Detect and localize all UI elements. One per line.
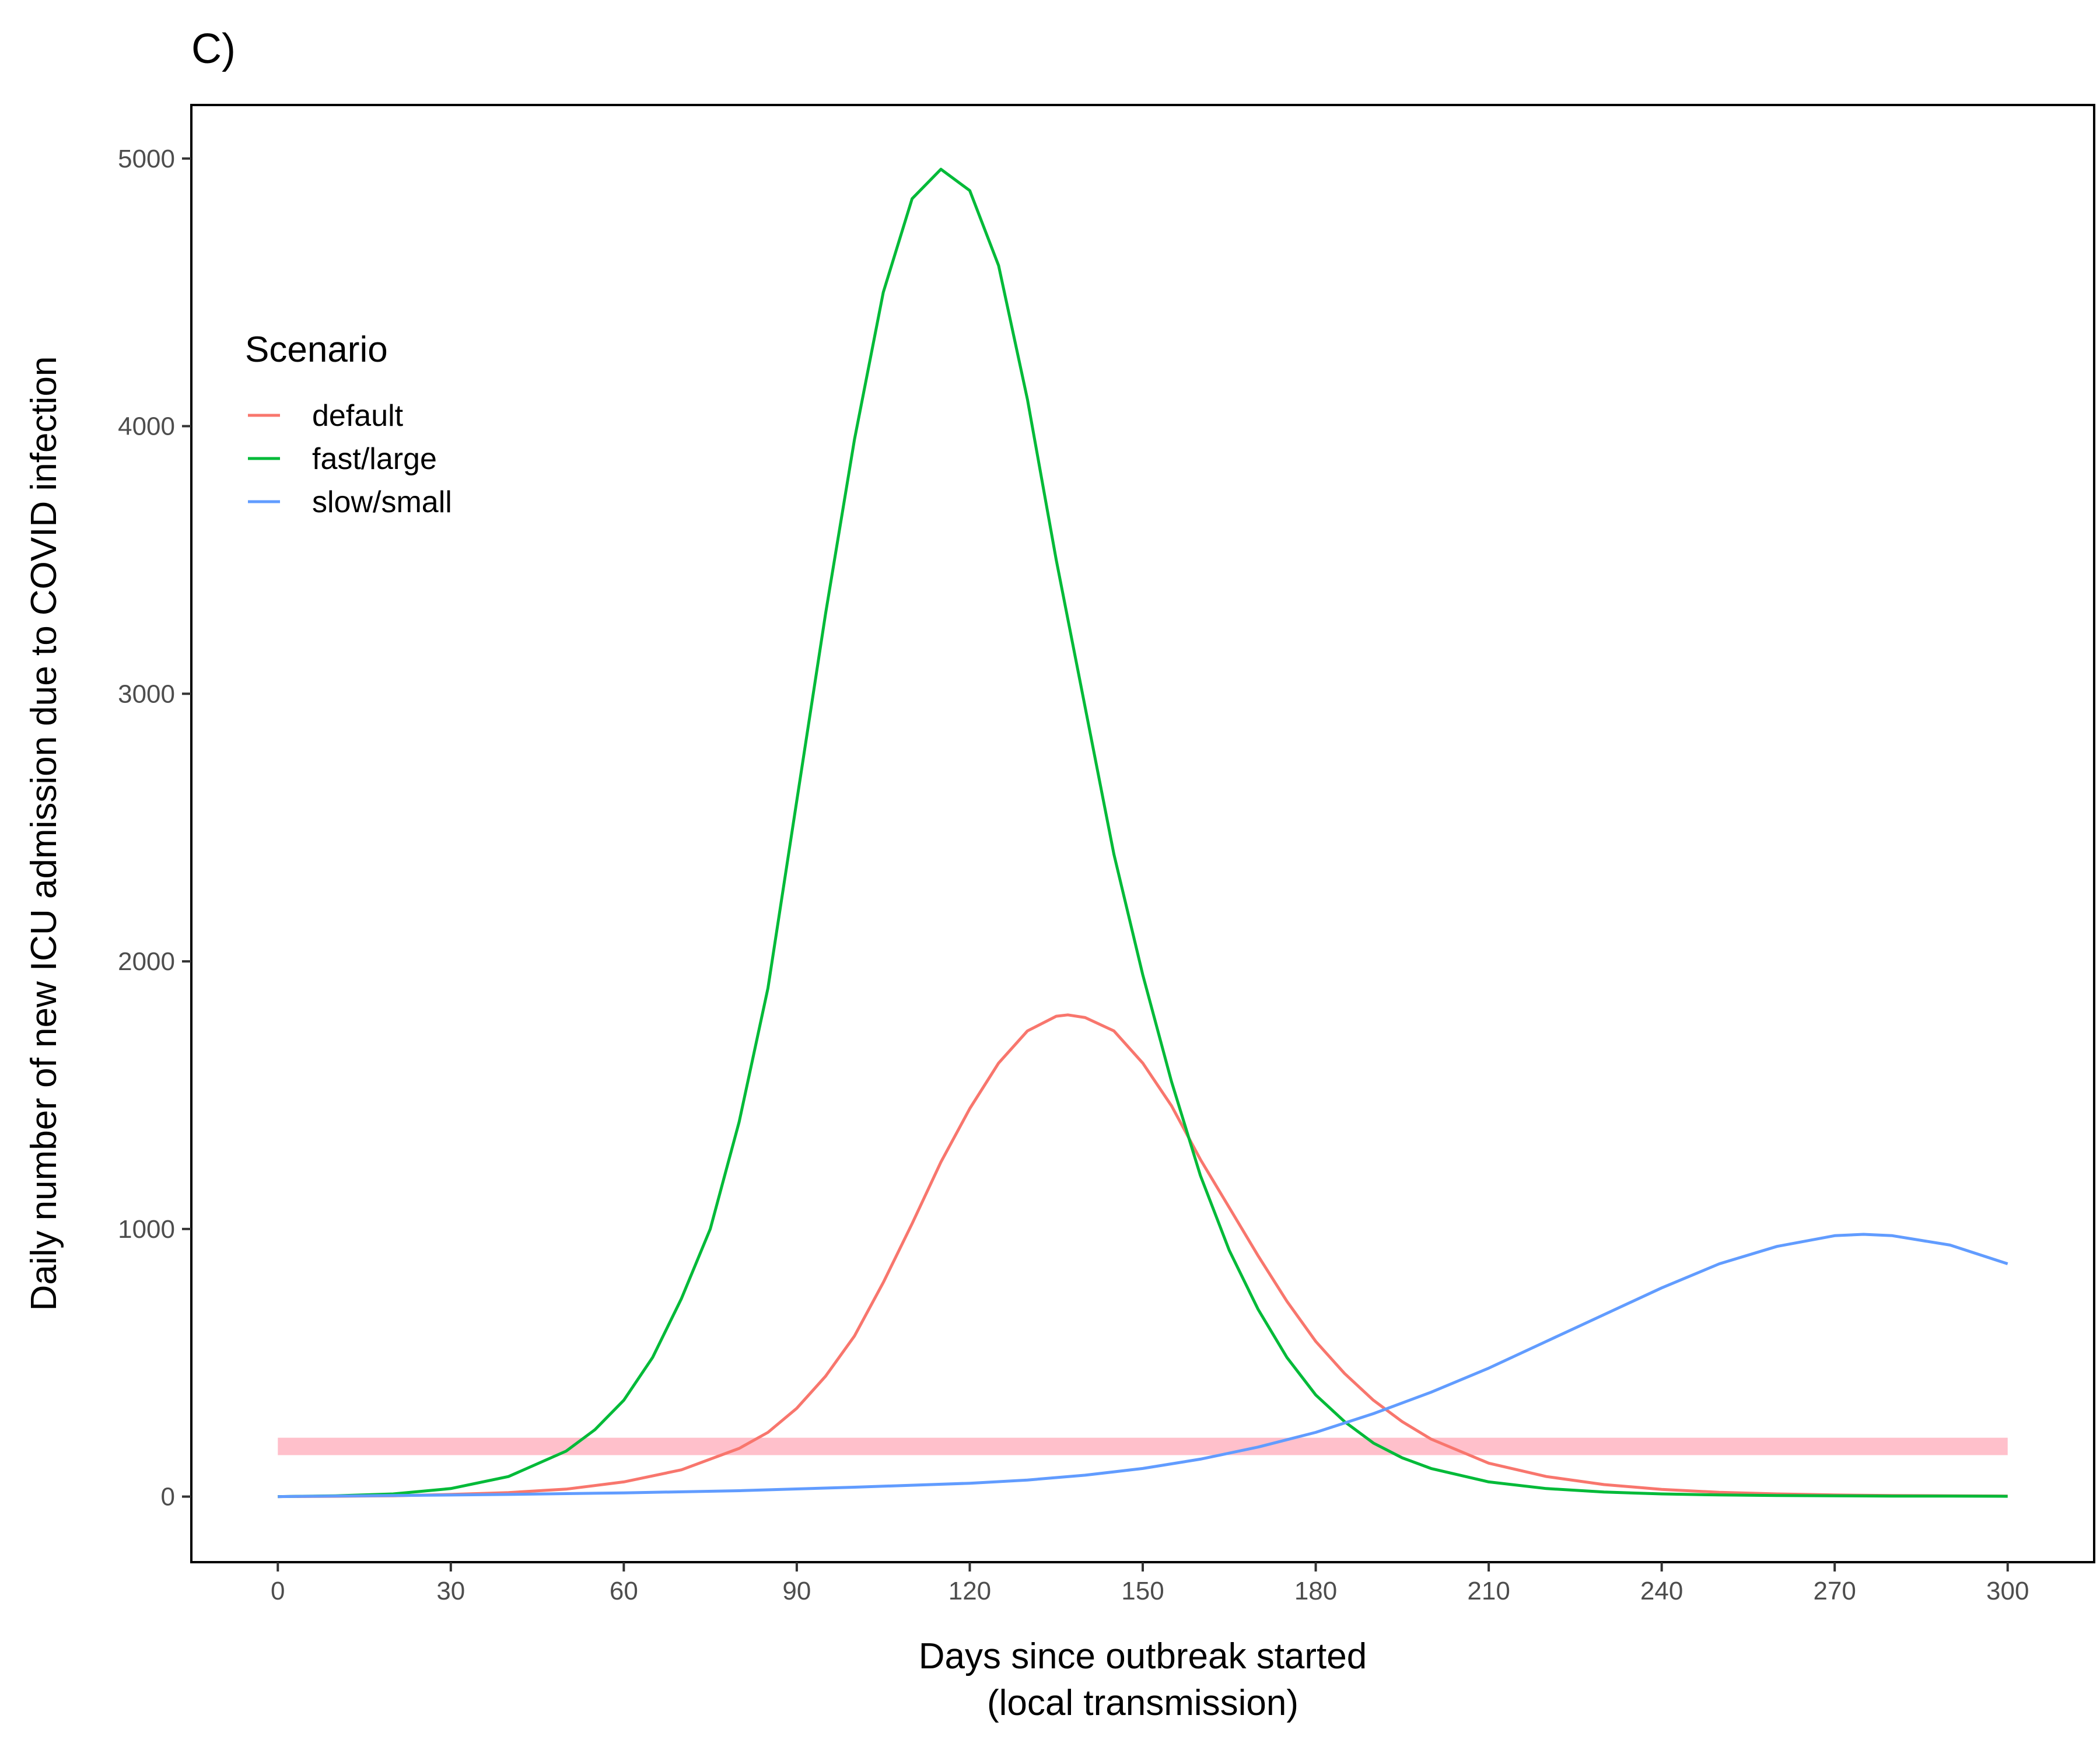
x-tick-label: 180 xyxy=(1294,1577,1337,1605)
legend-title: Scenario xyxy=(245,330,388,370)
legend: Scenario default fast/large slow/small xyxy=(245,330,452,519)
y-tick-label: 1000 xyxy=(118,1215,175,1244)
icu-capacity-band xyxy=(278,1437,2008,1455)
series-line-fast-large xyxy=(278,167,2008,1499)
x-tick-label: 270 xyxy=(1813,1577,1856,1605)
legend-label-default: default xyxy=(312,399,404,433)
x-axis-title-line-1: Days since outbreak started xyxy=(919,1636,1367,1676)
plot-area xyxy=(190,104,2095,1563)
x-tick-label: 300 xyxy=(1986,1577,2029,1605)
x-axis-title-line-2: (local transmission) xyxy=(987,1683,1298,1723)
x-tick-label: 60 xyxy=(610,1577,638,1605)
y-axis-title: Daily number of new ICU admission due to… xyxy=(24,356,64,1311)
legend-label-fast-large: fast/large xyxy=(312,442,437,476)
x-tick-label: 150 xyxy=(1121,1577,1164,1605)
threshold-band-layer xyxy=(278,1437,2008,1455)
axes: 0 30 60 90 120 150 180 210 240 270 300010002000300… xyxy=(118,145,2029,1605)
x-tick-label: 120 xyxy=(949,1577,991,1605)
legend-label-slow-small: slow/small xyxy=(312,485,452,519)
y-tick-label: 3000 xyxy=(118,680,175,708)
series-layer xyxy=(278,167,2008,1499)
y-tick-label: 0 xyxy=(161,1483,175,1511)
series-line-default xyxy=(278,1013,2008,1499)
y-tick-label: 5000 xyxy=(118,145,175,173)
y-tick-label: 2000 xyxy=(118,947,175,976)
x-tick-label: 240 xyxy=(1640,1577,1683,1605)
x-tick-label: 0 xyxy=(271,1577,285,1605)
y-tick-label: 4000 xyxy=(118,412,175,441)
panel-border xyxy=(190,104,2095,1563)
x-tick-label: 30 xyxy=(436,1577,465,1605)
x-tick-label: 210 xyxy=(1467,1577,1510,1605)
chart-title: C) xyxy=(191,26,236,72)
x-tick-label: 90 xyxy=(782,1577,811,1605)
series-line-slow-small xyxy=(278,1233,2008,1499)
